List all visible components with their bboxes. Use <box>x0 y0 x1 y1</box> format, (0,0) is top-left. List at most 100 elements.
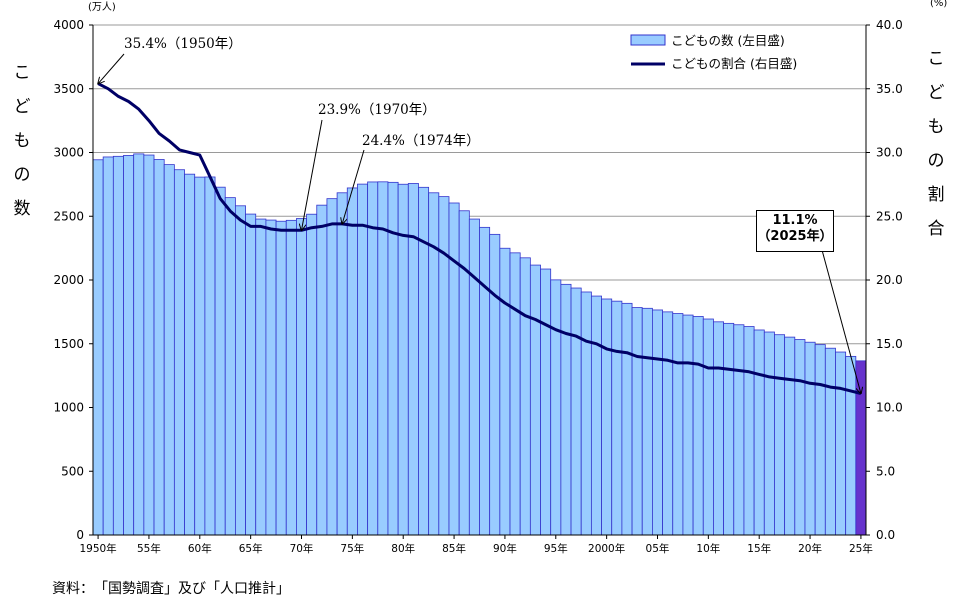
bar <box>316 204 328 536</box>
bar <box>804 341 816 536</box>
bar <box>570 287 582 536</box>
bar <box>265 219 277 536</box>
bar <box>214 186 226 536</box>
right-tick-label: 30.0 <box>876 146 903 160</box>
right-tick-label: 10.0 <box>876 401 903 415</box>
bar <box>499 247 511 536</box>
bar <box>733 324 745 536</box>
left-tick-label: 4000 <box>53 18 84 32</box>
x-tick-label: 10年 <box>696 542 720 555</box>
axis-title-char: ど <box>13 97 31 117</box>
bar <box>763 331 775 536</box>
axis-title-char: 割 <box>927 185 945 205</box>
bar <box>560 283 572 536</box>
callout-2025-line1: 11.1% <box>772 213 818 228</box>
bar <box>723 322 735 536</box>
bar <box>153 159 165 536</box>
bar <box>184 173 196 536</box>
bar <box>448 202 460 536</box>
x-tick-label: 55年 <box>137 542 161 555</box>
bar <box>540 268 552 536</box>
bar <box>234 205 246 536</box>
bar <box>662 311 674 536</box>
bar <box>468 218 480 536</box>
bar <box>143 154 155 536</box>
x-tick-label: 05年 <box>646 542 670 555</box>
bar <box>519 257 531 536</box>
bar <box>774 334 786 536</box>
bar <box>743 326 755 536</box>
bar <box>702 318 714 536</box>
left-tick-label: 0 <box>76 528 84 542</box>
bar <box>590 295 602 536</box>
annotation-label: 35.4%（1950年） <box>124 36 242 52</box>
annotation-label: 23.9%（1970年） <box>318 102 436 118</box>
x-tick-label: 95年 <box>544 542 568 555</box>
bar <box>346 187 358 536</box>
left-tick-label: 3500 <box>53 82 84 96</box>
bar <box>306 213 318 536</box>
x-tick-label: 80年 <box>391 542 415 555</box>
bar <box>133 153 145 536</box>
bar <box>580 291 592 536</box>
bar <box>611 300 623 536</box>
bar <box>794 339 806 536</box>
x-tick-label: 1950年 <box>79 542 116 555</box>
axis-title-char: 数 <box>13 199 31 219</box>
right-tick-label: 20.0 <box>876 273 903 287</box>
right-axis-title: こどもの割合 <box>924 42 948 246</box>
x-tick-label: 85年 <box>442 542 466 555</box>
axis-title-char: の <box>13 165 31 185</box>
bar <box>631 307 643 536</box>
legend: こどもの数 (左目盛) こどもの割合 (右目盛) <box>630 33 797 71</box>
callout-2025-line2: （2025年） <box>757 229 833 244</box>
bar <box>692 316 704 536</box>
bar <box>509 252 521 536</box>
bar <box>102 156 114 536</box>
legend-bar-swatch <box>630 34 666 46</box>
legend-line-label: こどもの割合 (右目盛) <box>671 56 797 71</box>
bar <box>713 321 725 536</box>
axis-title-char: も <box>13 131 31 151</box>
axis-title-char: の <box>927 151 945 171</box>
bar <box>621 302 633 536</box>
legend-bar-label: こどもの数 (左目盛) <box>671 33 785 48</box>
left-tick-label: 2500 <box>53 209 84 223</box>
bar <box>163 164 175 536</box>
line-series <box>97 82 862 395</box>
axis-title-char: 合 <box>927 219 945 239</box>
bar <box>529 264 541 536</box>
bar <box>479 226 491 536</box>
annotation-arrow <box>98 53 125 84</box>
bar <box>296 218 307 536</box>
bar <box>224 197 236 536</box>
bar <box>92 159 104 536</box>
bar <box>601 298 613 536</box>
x-tick-label: 65年 <box>239 542 263 555</box>
left-tick-label: 3000 <box>53 146 84 160</box>
bar <box>641 307 653 536</box>
bar <box>458 210 470 536</box>
x-tick-label: 2000年 <box>588 542 625 555</box>
bar <box>285 219 297 536</box>
bar <box>173 169 185 536</box>
right-tick-label: 25.0 <box>876 209 903 223</box>
axis-title-char: も <box>927 117 945 137</box>
left-tick-label: 1000 <box>53 401 84 415</box>
bar <box>550 279 562 536</box>
bar <box>753 329 765 536</box>
x-tick-label: 15年 <box>747 542 771 555</box>
x-tick-label: 90年 <box>493 542 517 555</box>
annotations: 35.4%（1950年） 23.9%（1970年） 24.4%（1974年） <box>98 36 861 393</box>
bar <box>438 196 450 536</box>
right-unit-label: (%) <box>930 0 948 9</box>
annotation-label: 24.4%（1974年） <box>362 133 480 149</box>
bar <box>326 198 338 536</box>
bar <box>835 351 847 536</box>
bar <box>204 176 216 536</box>
x-tick-label: 70年 <box>290 542 314 555</box>
left-tick-label: 2000 <box>53 273 84 287</box>
callout-2025: 11.1% （2025年） <box>756 210 834 252</box>
bar <box>245 213 257 536</box>
